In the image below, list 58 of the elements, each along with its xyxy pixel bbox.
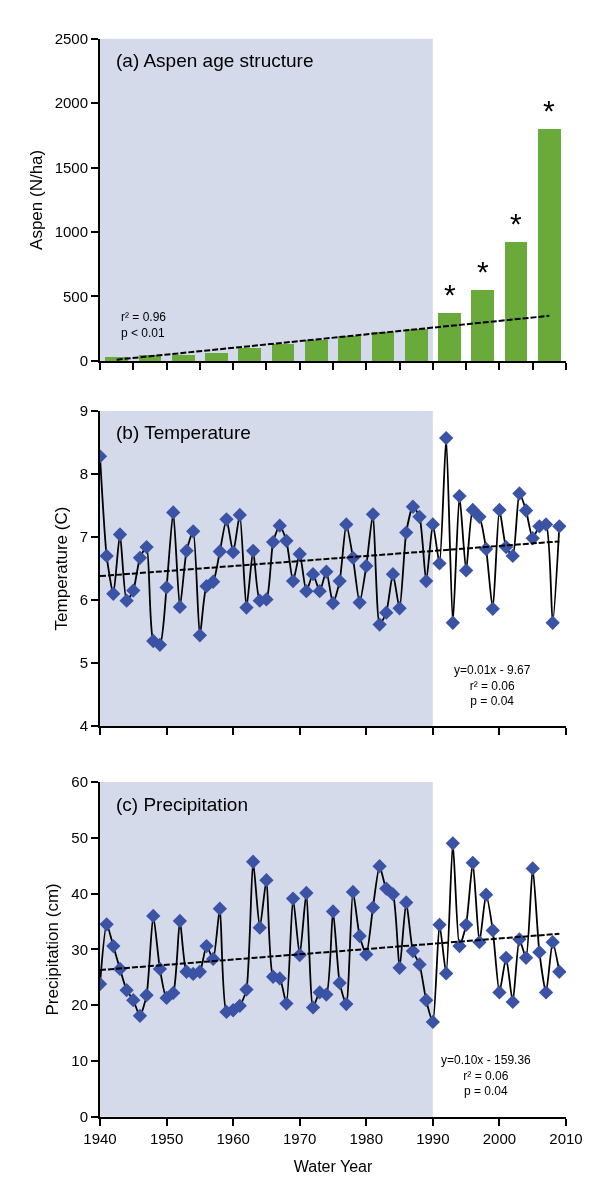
annotation: p = 0.04 bbox=[470, 694, 515, 709]
bar bbox=[238, 347, 261, 361]
y-axis-title: Temperature (C) bbox=[51, 506, 71, 631]
y-tick-label: 40 bbox=[71, 884, 88, 902]
annotation: * bbox=[477, 255, 489, 288]
y-tick-label: 0 bbox=[79, 1108, 88, 1126]
bar bbox=[305, 339, 328, 361]
text: (b) Temperature bbox=[116, 422, 251, 443]
y-axis-title: Precipitation (cm) bbox=[43, 883, 63, 1016]
x-tick-label: 1960 bbox=[216, 1129, 250, 1147]
bar bbox=[372, 331, 394, 361]
annotation: r² = 0.06 bbox=[463, 1068, 509, 1083]
y-tick-label: 2000 bbox=[54, 94, 88, 112]
y-tick-label: 10 bbox=[71, 1052, 88, 1070]
text: (a) Aspen age structure bbox=[116, 50, 314, 71]
y-tick-label: 1500 bbox=[54, 158, 88, 176]
y-tick-label: 9 bbox=[79, 402, 88, 420]
bar bbox=[272, 343, 294, 361]
annotation: r² = 0.96 bbox=[121, 310, 167, 324]
x-tick-label: 1950 bbox=[149, 1129, 184, 1147]
y-tick-label: 60 bbox=[71, 773, 88, 791]
y-tick-label: 500 bbox=[62, 287, 88, 305]
bar bbox=[438, 312, 461, 361]
annotation: y=0.10x - 159.36 bbox=[441, 1053, 532, 1067]
x-tick-label: 1980 bbox=[349, 1129, 383, 1147]
y-tick-label: 20 bbox=[71, 996, 88, 1014]
annotation: y=0.01x - 9.67 bbox=[454, 663, 531, 677]
text: (c) Precipitation bbox=[116, 794, 248, 815]
annotation: * bbox=[510, 207, 522, 240]
y-tick-label: 2500 bbox=[54, 30, 88, 48]
y-tick-label: 5 bbox=[79, 654, 88, 672]
x-tick-label: 1940 bbox=[83, 1129, 117, 1147]
y-tick-label: 0 bbox=[79, 352, 88, 370]
annotation: * bbox=[444, 278, 456, 311]
x-tick-label: 1970 bbox=[283, 1129, 317, 1147]
bar bbox=[538, 128, 561, 361]
y-tick-label: 30 bbox=[71, 940, 88, 958]
bar bbox=[205, 352, 228, 361]
x-axis-title: Water Year bbox=[293, 1158, 373, 1176]
annotation: * bbox=[543, 94, 555, 127]
annotation: p = 0.04 bbox=[464, 1084, 509, 1099]
annotation: r² = 0.06 bbox=[469, 678, 516, 693]
bar bbox=[471, 289, 494, 361]
y-tick-label: 4 bbox=[79, 717, 88, 735]
bar bbox=[405, 328, 428, 361]
annotation: p < 0.01 bbox=[121, 325, 166, 340]
y-axis-title: Aspen (N/ha) bbox=[26, 149, 46, 250]
bar bbox=[338, 335, 361, 361]
x-tick-label: 2010 bbox=[549, 1129, 583, 1147]
y-tick-label: 1000 bbox=[54, 223, 88, 241]
y-tick-label: 6 bbox=[79, 591, 88, 609]
y-tick-label: 7 bbox=[79, 528, 88, 546]
bar bbox=[505, 241, 527, 361]
bar bbox=[172, 354, 195, 361]
x-tick-label: 2000 bbox=[482, 1129, 517, 1147]
y-tick-label: 8 bbox=[79, 465, 88, 483]
y-tick-label: 50 bbox=[71, 829, 88, 846]
x-tick-label: 1990 bbox=[416, 1129, 450, 1147]
